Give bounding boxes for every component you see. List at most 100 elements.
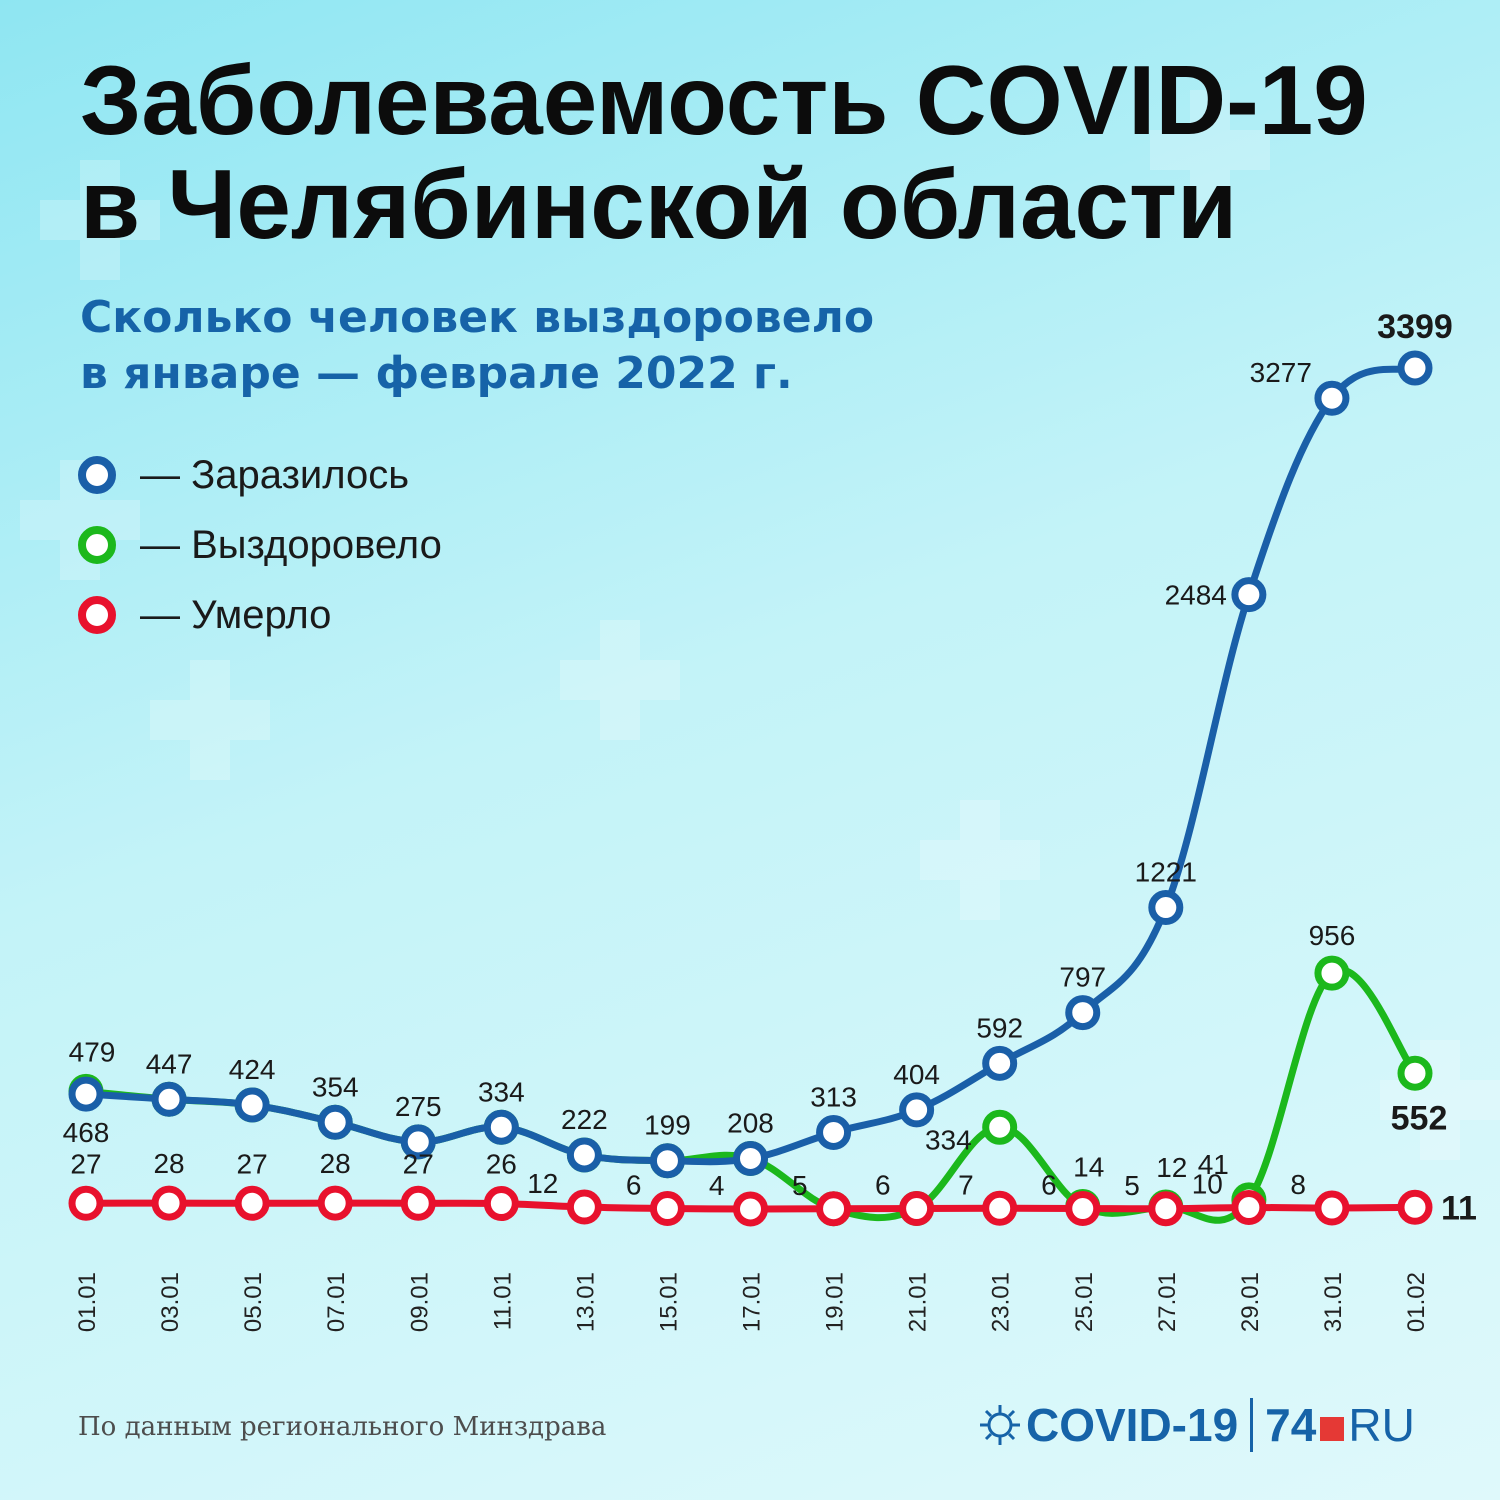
data-point xyxy=(1397,1189,1433,1225)
data-label: 447 xyxy=(146,1048,193,1079)
data-label: 12 xyxy=(527,1168,558,1199)
chart-subtitle: Сколько человек выздоровело в январе — ф… xyxy=(80,290,874,402)
chart-title: Заболеваемость COVID-19 в Челябинской об… xyxy=(80,48,1368,256)
data-point xyxy=(1314,1190,1350,1226)
data-label: 5 xyxy=(1124,1170,1140,1201)
x-tick-label: 25.01 xyxy=(1071,1272,1098,1332)
data-label: 6 xyxy=(875,1170,891,1201)
data-label: 354 xyxy=(312,1071,359,1102)
data-point xyxy=(816,1191,852,1227)
data-point xyxy=(649,1143,685,1179)
x-tick-label: 15.01 xyxy=(655,1272,682,1332)
x-tick-label: 07.01 xyxy=(323,1272,350,1332)
data-label: 468 xyxy=(63,1117,110,1148)
data-point xyxy=(899,1092,935,1128)
x-tick-label: 03.01 xyxy=(157,1272,184,1332)
x-tick-label: 05.01 xyxy=(240,1272,267,1332)
x-tick-label: 23.01 xyxy=(988,1272,1015,1332)
data-point xyxy=(899,1191,935,1227)
data-label: 6 xyxy=(1041,1170,1057,1201)
data-label: 479 xyxy=(69,1036,116,1067)
data-point xyxy=(400,1124,436,1160)
data-label: 797 xyxy=(1059,962,1106,993)
data-point xyxy=(1148,890,1184,926)
data-point xyxy=(1231,577,1267,613)
data-label: 8 xyxy=(1290,1169,1306,1200)
data-label: 11 xyxy=(1441,1189,1477,1227)
legend-label-recovered: — Выздоровело xyxy=(140,522,442,567)
data-label: 275 xyxy=(395,1091,442,1122)
x-tick-label: 27.01 xyxy=(1154,1272,1181,1332)
legend-marker-infected xyxy=(78,456,116,494)
data-point xyxy=(1397,350,1433,386)
data-point xyxy=(151,1185,187,1221)
data-point xyxy=(234,1087,270,1123)
legend-marker-recovered xyxy=(78,526,116,564)
data-label: 14 xyxy=(1073,1152,1104,1183)
data-label: 27 xyxy=(403,1148,434,1179)
data-point xyxy=(816,1114,852,1150)
logo: COVID-19 74 RU xyxy=(978,1390,1415,1460)
data-label: 199 xyxy=(644,1110,691,1141)
data-point xyxy=(68,1185,104,1221)
data-label: 27 xyxy=(237,1148,268,1179)
logo-red-square xyxy=(1320,1417,1345,1441)
data-label: 552 xyxy=(1391,1099,1448,1137)
virus-icon xyxy=(980,1405,1020,1445)
data-label: 12 xyxy=(1156,1152,1187,1183)
data-label: 41 xyxy=(1198,1149,1229,1180)
data-point xyxy=(1397,1055,1433,1091)
data-label: 404 xyxy=(893,1059,940,1090)
data-label: 313 xyxy=(810,1081,857,1112)
x-tick-label: 31.01 xyxy=(1320,1272,1347,1332)
chart-subtitle-line-1: Сколько человек выздоровело xyxy=(80,292,875,343)
data-point xyxy=(733,1140,768,1176)
data-label: 27 xyxy=(70,1148,101,1179)
data-point xyxy=(733,1191,768,1227)
legend-item-infected: — Заразилось xyxy=(78,440,442,510)
x-tick-label: 29.01 xyxy=(1237,1272,1264,1332)
data-point xyxy=(1314,380,1350,416)
data-point xyxy=(1065,1191,1101,1227)
data-point xyxy=(317,1104,353,1140)
x-tick-label: 09.01 xyxy=(406,1272,433,1332)
data-label: 334 xyxy=(478,1076,525,1107)
x-tick-label: 13.01 xyxy=(572,1272,599,1332)
legend-marker-deaths xyxy=(78,596,116,634)
data-label: 4 xyxy=(709,1170,725,1201)
data-label: 3277 xyxy=(1250,357,1312,388)
legend-label-infected: — Заразилось xyxy=(140,452,410,497)
source-note: По данным регионального Минздрава xyxy=(78,1412,607,1442)
data-point xyxy=(982,1190,1018,1226)
data-label: 222 xyxy=(561,1104,608,1135)
logo-separator xyxy=(1250,1398,1254,1452)
data-label: 6 xyxy=(626,1170,642,1201)
data-point xyxy=(234,1185,270,1221)
data-label: 424 xyxy=(229,1054,276,1085)
logo-74-text: 74 xyxy=(1265,1399,1317,1451)
x-tick-label: 21.01 xyxy=(905,1272,932,1332)
legend-item-deaths: — Умерло xyxy=(78,580,442,650)
data-label: 956 xyxy=(1309,920,1356,951)
data-label: 2484 xyxy=(1165,580,1227,611)
legend: — Заразилось — Выздоровело — Умерло xyxy=(78,440,442,650)
data-point xyxy=(1148,1191,1184,1227)
data-label: 1221 xyxy=(1135,857,1197,888)
x-tick-label: 11.01 xyxy=(489,1272,516,1330)
chart-title-line-1: Заболеваемость COVID-19 xyxy=(80,45,1368,155)
data-label: 5 xyxy=(792,1170,808,1201)
series-line xyxy=(82,364,1419,1166)
data-point xyxy=(1231,1190,1267,1226)
data-point xyxy=(566,1137,602,1173)
data-point xyxy=(317,1185,353,1221)
data-point xyxy=(483,1186,519,1222)
legend-label-deaths: — Умерло xyxy=(140,592,332,637)
data-point xyxy=(566,1189,602,1225)
data-point xyxy=(68,1076,104,1112)
data-point xyxy=(1314,955,1350,991)
data-label: 10 xyxy=(1192,1169,1223,1200)
logo-covid-text: COVID-19 xyxy=(1026,1399,1239,1451)
x-tick-label: 01.01 xyxy=(74,1272,101,1332)
legend-item-recovered: — Выздоровело xyxy=(78,510,442,580)
